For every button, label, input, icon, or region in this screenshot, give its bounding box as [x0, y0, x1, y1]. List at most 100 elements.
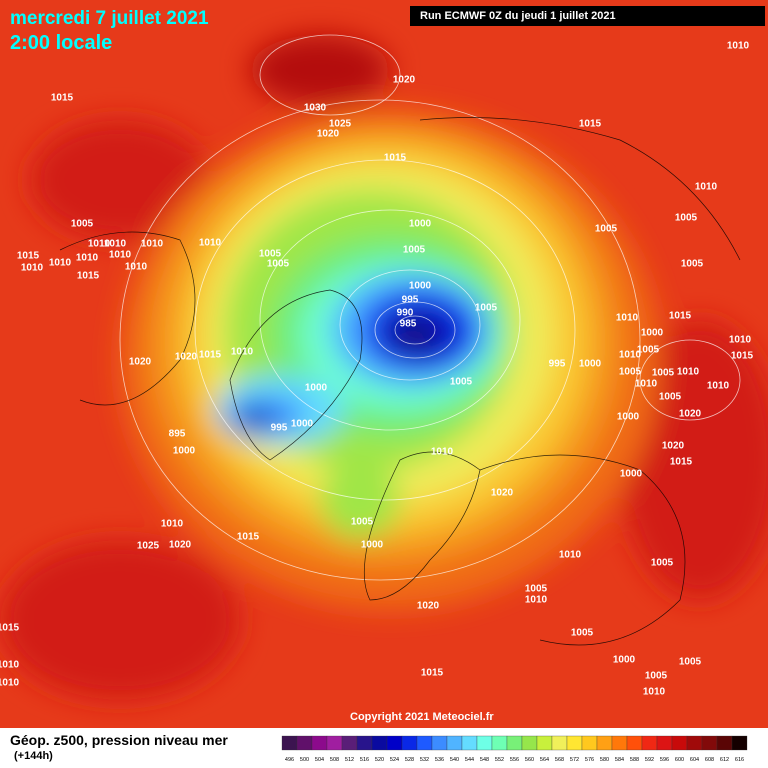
legend-swatch: [491, 735, 508, 751]
isobar-label: 1005: [651, 558, 674, 569]
legend-label: 528: [405, 757, 414, 763]
isobar-label: 995: [271, 423, 288, 434]
date-title: mercredi 7 juillet 2021: [10, 8, 209, 29]
legend-swatch: [521, 735, 538, 751]
isobar-label: 1015: [199, 350, 222, 361]
legend-swatch: [371, 735, 388, 751]
isobar-label: 1020: [169, 540, 192, 551]
isobar-label: 1010: [677, 367, 700, 378]
legend-label: 540: [450, 757, 459, 763]
legend-label: 544: [465, 757, 474, 763]
isobar-label: 1005: [645, 671, 668, 682]
legend-swatch: [281, 735, 298, 751]
legend-swatch: [401, 735, 418, 751]
isobar-label: 1010: [727, 41, 750, 52]
isobar-label: 990: [397, 308, 414, 319]
legend-swatch: [671, 735, 688, 751]
legend-label: 556: [510, 757, 519, 763]
isobar-label: 1015: [237, 532, 260, 543]
isobar-label: 1005: [450, 377, 473, 388]
isobar-label: 1010: [643, 687, 666, 698]
legend-label: 568: [555, 757, 564, 763]
legend-label: 592: [645, 757, 654, 763]
legend-swatch: [566, 735, 583, 751]
isobar-label: 995: [549, 359, 566, 370]
isobar-label: 1000: [291, 419, 314, 430]
legend-swatch: [731, 735, 748, 751]
isobar-label: 1000: [409, 281, 432, 292]
coastlines: [59, 117, 741, 646]
geopotential-field: [0, 35, 768, 700]
footer-lead: (+144h): [14, 750, 53, 762]
isobar-label: 1015: [51, 93, 74, 104]
isobar-label: 1015: [579, 119, 602, 130]
isobar-label: 1005: [351, 517, 374, 528]
isobar-label: 1010: [431, 447, 454, 458]
legend-swatch: [476, 735, 493, 751]
legend-swatch: [416, 735, 433, 751]
legend-swatch: [611, 735, 628, 751]
isobar-label: 1010: [525, 595, 548, 606]
isobar-label: 1010: [707, 381, 730, 392]
isobar-label: 985: [400, 319, 417, 330]
isobar-label: 1000: [641, 328, 664, 339]
isobar-label: 1010: [559, 550, 582, 561]
legend-swatch: [296, 735, 313, 751]
isobar-label: 1015: [421, 668, 444, 679]
legend-swatch: [626, 735, 643, 751]
isobar-label: 1015: [669, 311, 692, 322]
legend-label: 536: [435, 757, 444, 763]
isobar-label: 1005: [675, 213, 698, 224]
legend-label: 600: [675, 757, 684, 763]
legend-label: 516: [360, 757, 369, 763]
isobar-label: 1010: [161, 519, 184, 530]
isobar-label: 1020: [129, 357, 152, 368]
isobars: [119, 34, 741, 581]
isobar-label: 1000: [305, 383, 328, 394]
isobar-label: 1010: [635, 379, 658, 390]
isobar-label: 1025: [137, 541, 160, 552]
legend-swatch: [596, 735, 613, 751]
legend-label: 572: [570, 757, 579, 763]
isobar-label: 1000: [620, 469, 643, 480]
isobar-label: 1010: [141, 239, 164, 250]
legend-label: 512: [345, 757, 354, 763]
isobar-label: 995: [402, 295, 419, 306]
legend-label: 596: [660, 757, 669, 763]
isobar-label: 1010: [231, 347, 254, 358]
footer-title: Géop. z500, pression niveau mer: [10, 732, 228, 748]
legend-label: 580: [600, 757, 609, 763]
legend-label: 524: [390, 757, 399, 763]
legend-swatch: [311, 735, 328, 751]
legend: 496 500 504 508 512 516 520 524 528 532 536 540 544 5…: [281, 735, 748, 763]
isobar-label: 1015: [77, 271, 100, 282]
legend-label: 548: [480, 757, 489, 763]
legend-swatch: [686, 735, 703, 751]
isobar-label: 1000: [613, 655, 636, 666]
isobar-label: 1005: [619, 367, 642, 378]
legend-swatch: [506, 735, 523, 751]
isobar-label: 1010: [125, 262, 148, 273]
isobar-label: 1010: [199, 238, 222, 249]
isobar-label: 1005: [525, 584, 548, 595]
legend-label: 496: [285, 757, 294, 763]
time-title: 2:00 locale: [10, 32, 113, 54]
legend-label: 612: [720, 757, 729, 763]
legend-label: 560: [525, 757, 534, 763]
isobar-label: 1010: [109, 250, 132, 261]
isobar-label: 1020: [417, 601, 440, 612]
run-label: Run ECMWF 0Z du jeudi 1 juillet 2021: [410, 6, 765, 26]
isobar-label: 1010: [0, 660, 20, 671]
legend-swatch: [356, 735, 373, 751]
legend-label: 588: [630, 757, 639, 763]
isobar-label: 1015: [0, 623, 20, 634]
legend-swatch: [326, 735, 343, 751]
isobar-label: 1005: [679, 657, 702, 668]
isobar-label: 1010: [619, 350, 642, 361]
isobar-label: 1005: [652, 368, 675, 379]
isobar-label: 1000: [361, 540, 384, 551]
isobar-label: 1005: [595, 224, 618, 235]
isobar-label: 1015: [670, 457, 693, 468]
legend-swatch: [386, 735, 403, 751]
isobar-label: 1010: [76, 253, 99, 264]
